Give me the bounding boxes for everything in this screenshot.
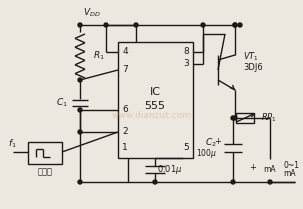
Circle shape (104, 23, 108, 27)
Circle shape (78, 23, 82, 27)
Text: 8: 8 (183, 47, 189, 56)
Circle shape (78, 108, 82, 112)
Text: 5: 5 (183, 144, 189, 153)
Circle shape (268, 180, 272, 184)
Text: www.dianzut.com: www.dianzut.com (112, 111, 192, 120)
Circle shape (78, 180, 82, 184)
Text: $C_1$: $C_1$ (56, 97, 68, 109)
Text: 3DJ6: 3DJ6 (243, 62, 263, 71)
Bar (28, 142, 62, 164)
Text: mA: mA (264, 166, 276, 175)
Text: 3: 3 (183, 60, 189, 69)
Text: 触发器: 触发器 (38, 167, 52, 176)
Circle shape (233, 116, 237, 120)
Circle shape (238, 23, 242, 27)
Text: $R_1$: $R_1$ (93, 50, 105, 62)
Text: $VT_1$: $VT_1$ (243, 51, 259, 63)
Text: $f_1$: $f_1$ (8, 138, 17, 150)
Circle shape (78, 78, 82, 82)
Text: IC: IC (149, 87, 161, 97)
Text: 555: 555 (145, 101, 165, 111)
Text: $0.01\mu$: $0.01\mu$ (157, 163, 183, 176)
Circle shape (233, 23, 237, 27)
Text: mA: mA (283, 169, 296, 178)
Text: $RP_1$: $RP_1$ (261, 112, 277, 124)
Text: $V_{DD}$: $V_{DD}$ (83, 7, 101, 19)
Bar (236, 113, 254, 123)
Circle shape (134, 23, 138, 27)
Text: 6: 6 (122, 106, 128, 115)
Circle shape (233, 23, 237, 27)
Text: +: + (249, 163, 256, 172)
Text: 4: 4 (122, 47, 128, 56)
Circle shape (78, 130, 82, 134)
Circle shape (231, 116, 235, 120)
Text: 1: 1 (122, 144, 128, 153)
Text: $C_2$: $C_2$ (205, 137, 217, 149)
Text: 2: 2 (122, 127, 128, 136)
Bar (118, 42, 193, 158)
Text: 0~1: 0~1 (283, 162, 299, 171)
Circle shape (231, 180, 235, 184)
Text: +: + (214, 138, 221, 147)
Circle shape (201, 23, 205, 27)
Text: $100\mu$: $100\mu$ (196, 147, 217, 159)
Circle shape (153, 180, 157, 184)
Text: 7: 7 (122, 65, 128, 74)
